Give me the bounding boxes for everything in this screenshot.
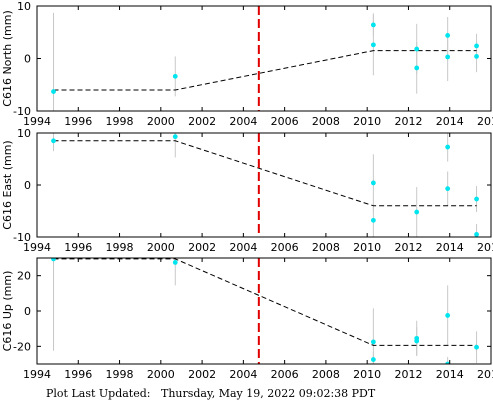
data-point xyxy=(445,54,451,60)
data-point xyxy=(474,232,479,237)
trend-line xyxy=(53,258,477,346)
data-point xyxy=(370,42,376,48)
x-tick-label: 1998 xyxy=(106,115,134,128)
x-tick-label: 2016 xyxy=(477,368,493,381)
data-point xyxy=(370,339,376,345)
y-axis-label: C616 Up (mm) xyxy=(1,271,14,352)
data-point xyxy=(172,260,178,265)
data-point xyxy=(445,144,451,150)
plot-area xyxy=(51,258,479,364)
x-tick-label: 1994 xyxy=(23,115,51,128)
x-tick-label: 1996 xyxy=(64,241,92,254)
x-tick-label: 2010 xyxy=(353,241,381,254)
y-tick-label: 10 xyxy=(17,127,31,140)
data-point xyxy=(370,217,376,223)
y-tick-label: 10 xyxy=(17,0,31,13)
x-tick-label: 1996 xyxy=(64,368,92,381)
last-updated-value: Thursday, May 19, 2022 09:02:38 PDT xyxy=(160,387,376,400)
data-point xyxy=(414,46,420,52)
data-point xyxy=(474,43,479,49)
axes-frame xyxy=(36,132,492,238)
x-tick-label: 2010 xyxy=(353,115,381,128)
y-tick-label: 0 xyxy=(24,53,31,66)
x-tick-label: 2000 xyxy=(147,241,175,254)
x-tick-label: 2008 xyxy=(312,115,340,128)
data-point xyxy=(414,338,420,344)
data-point xyxy=(474,196,479,202)
y-tick-label: 0 xyxy=(24,179,31,192)
x-tick-label: 2014 xyxy=(436,368,464,381)
trend-line xyxy=(53,50,477,91)
axes-frame xyxy=(36,257,492,365)
data-point xyxy=(414,65,420,71)
panel-up: 1994 1996 1998 2000 2002 2004 2006 2008 2010 2012… xyxy=(1,257,493,381)
data-point xyxy=(414,209,420,215)
x-tick-label: 2012 xyxy=(394,368,422,381)
x-tick-label: 2014 xyxy=(436,115,464,128)
x-tick-label: 2000 xyxy=(147,115,175,128)
y-tick-label: -10 xyxy=(13,231,31,244)
y-tick-label: 0 xyxy=(24,305,31,318)
data-point xyxy=(370,357,376,362)
data-point xyxy=(172,134,178,140)
y-axis-label: C616 East (mm) xyxy=(1,140,14,229)
data-point xyxy=(445,361,451,364)
x-tick-label: 2006 xyxy=(271,115,299,128)
x-tick-label: 2004 xyxy=(229,115,257,128)
x-tick-label: 2016 xyxy=(477,115,493,128)
x-tick-label: 2002 xyxy=(188,115,216,128)
data-point xyxy=(474,344,479,350)
data-point xyxy=(370,22,376,28)
x-tick-label: 1998 xyxy=(106,368,134,381)
trend-line xyxy=(53,140,477,207)
x-tick-label: 2004 xyxy=(229,368,257,381)
panel-east: 1994 1996 1998 2000 2002 2004 2006 2008 2010 2012… xyxy=(1,127,493,254)
x-tick-label: 2004 xyxy=(229,241,257,254)
x-tick-label: 2008 xyxy=(312,241,340,254)
x-tick-label: 1994 xyxy=(23,368,51,381)
x-tick-label: 2006 xyxy=(271,368,299,381)
panel-north: 1994 1996 1998 2000 2002 2004 2006 2008 2010 2012… xyxy=(1,0,493,128)
x-tick-label: 2014 xyxy=(436,241,464,254)
plot-area xyxy=(51,12,479,111)
data-point xyxy=(445,313,451,318)
x-tick-label: 2002 xyxy=(188,368,216,381)
data-point xyxy=(51,89,56,94)
x-tick-label: 2012 xyxy=(394,241,422,254)
last-updated-footer: Plot Last Updated: Thursday, May 19, 202… xyxy=(46,387,375,400)
data-point xyxy=(51,138,56,144)
x-tick-label: 2012 xyxy=(394,115,422,128)
x-tick-label: 2008 xyxy=(312,368,340,381)
plot-area xyxy=(51,133,479,237)
x-tick-label: 2002 xyxy=(188,241,216,254)
data-point xyxy=(445,186,451,192)
data-point xyxy=(445,33,451,38)
y-tick-label: -20 xyxy=(13,340,31,353)
x-tick-label: 1998 xyxy=(106,241,134,254)
last-updated-label: Plot Last Updated: xyxy=(46,387,151,400)
x-tick-label: 2006 xyxy=(271,241,299,254)
x-tick-label: 2000 xyxy=(147,368,175,381)
data-point xyxy=(474,54,479,59)
x-tick-label: 2010 xyxy=(353,368,381,381)
y-tick-label: -10 xyxy=(13,105,31,118)
x-tick-label: 1996 xyxy=(64,115,92,128)
y-tick-label: 20 xyxy=(17,270,31,283)
x-tick-label: 1994 xyxy=(23,241,51,254)
y-axis-label: C616 North (mm) xyxy=(1,10,14,106)
data-point xyxy=(370,180,376,186)
x-tick-label: 2016 xyxy=(477,241,493,254)
axes-frame xyxy=(36,5,492,112)
data-point xyxy=(51,258,56,262)
data-point xyxy=(172,73,178,79)
